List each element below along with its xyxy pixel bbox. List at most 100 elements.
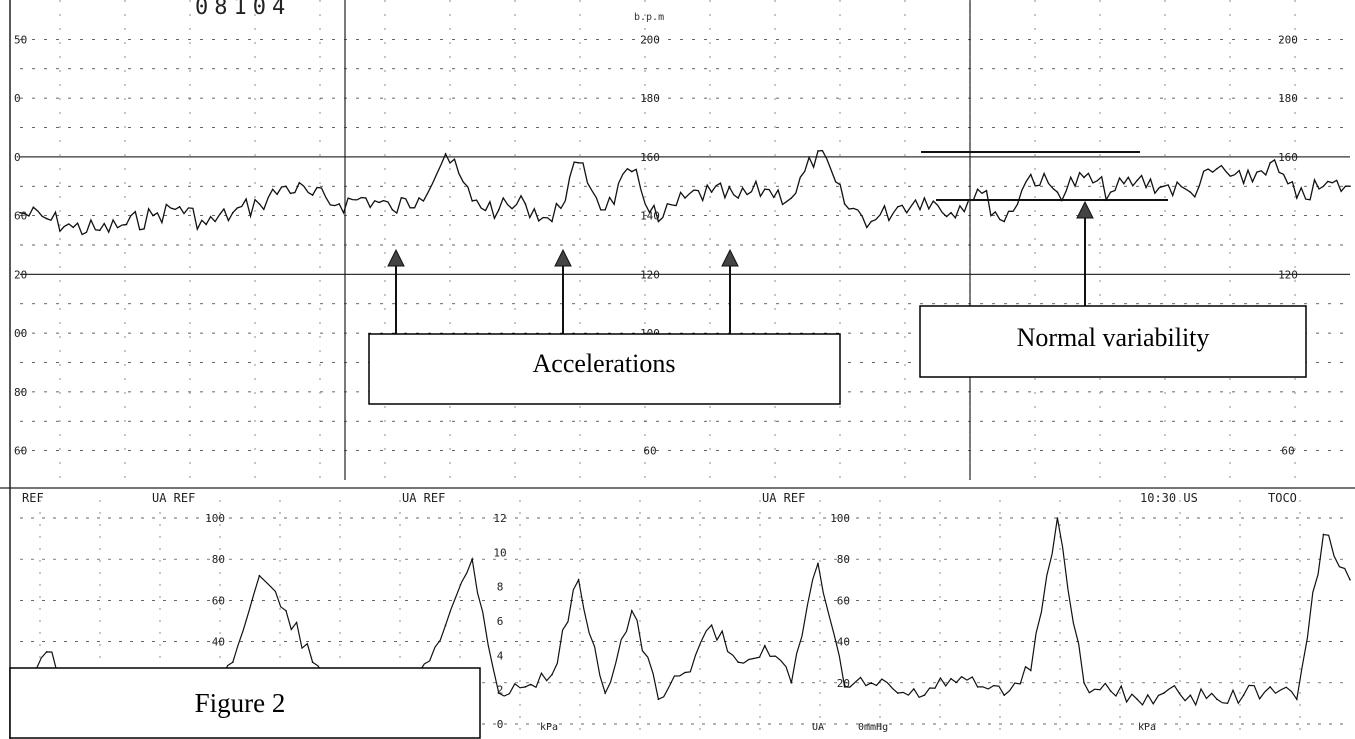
ua-tick-label: 40 xyxy=(837,636,850,649)
ua-data-point xyxy=(1083,682,1085,684)
fhr-data-point xyxy=(577,161,580,164)
fhr-data-point xyxy=(1030,173,1032,176)
ua-data-point xyxy=(1349,579,1351,581)
accelerations-label: Accelerations xyxy=(533,349,676,378)
ua-data-point xyxy=(684,671,686,674)
figure-caption: Figure 2 xyxy=(195,688,286,718)
fhr-data-point xyxy=(1136,179,1138,182)
accelerations-callout: Accelerations xyxy=(368,333,841,405)
fhr-data-point xyxy=(338,203,341,205)
fhr-left-tick-label: 60 xyxy=(14,210,27,223)
normal-variability-label: Normal variability xyxy=(1017,323,1210,352)
ua-kpa-tick-label: 4 xyxy=(497,649,504,662)
ua-data-point xyxy=(45,651,48,653)
ua-data-point xyxy=(950,677,952,680)
fhr-data-point xyxy=(923,197,926,199)
ua-data-point xyxy=(870,682,872,684)
fhr-data-point xyxy=(1322,185,1325,188)
ua-data-point xyxy=(897,692,899,694)
fhr-data-point xyxy=(1216,167,1218,170)
variability-band xyxy=(921,151,1168,201)
ua-header-labels: REF UA REF UA REF UA REF 10:30 US TOCO xyxy=(22,491,1297,505)
ua-data-point xyxy=(1216,698,1218,701)
ua-data-point xyxy=(1242,694,1245,696)
fhr-data-point xyxy=(99,229,101,232)
ua-data-point xyxy=(1056,517,1059,519)
ua-tick-label: 60 xyxy=(837,594,850,607)
ua-data-point xyxy=(1296,698,1298,701)
ua-header-label: UA REF xyxy=(762,491,805,505)
ua-header-label: 10:30 US xyxy=(1140,491,1198,505)
fhr-data-point xyxy=(444,153,447,155)
ua-data-point xyxy=(524,686,527,688)
ua-data-point xyxy=(1269,686,1271,688)
fhr-left-tick-label: 0 xyxy=(14,151,21,164)
acceleration-arrow xyxy=(554,248,572,334)
fhr-data-point xyxy=(684,197,686,199)
ua-kpa-tick-label: 6 xyxy=(497,615,504,628)
ua-data-point xyxy=(923,694,926,696)
ua-kpa-tick-label: 10 xyxy=(493,546,506,559)
fhr-tick-label: 120 xyxy=(640,268,660,281)
fhr-data-point xyxy=(178,206,181,208)
fhr-data-point xyxy=(604,208,606,211)
ua-header-label: UA REF xyxy=(152,491,195,505)
ua-data-point xyxy=(285,609,287,612)
ua-kpa-tick-label: 0 xyxy=(497,718,504,731)
fhr-data-point xyxy=(1003,220,1005,223)
ua-tick-label: 80 xyxy=(837,553,850,566)
ua-tick-label: 40 xyxy=(212,636,225,649)
ua-data-point xyxy=(710,624,713,626)
ua-data-point xyxy=(843,686,846,688)
ua-data-point xyxy=(498,692,500,694)
fhr-data-point xyxy=(631,170,633,173)
fhr-data-point xyxy=(710,191,713,193)
fhr-data-point xyxy=(498,208,500,211)
ua-data-point xyxy=(232,661,234,663)
ua-data-point xyxy=(1030,669,1032,672)
fhr-left-tick-label: 80 xyxy=(14,386,27,399)
fhr-tick-label: 200 xyxy=(640,33,660,46)
ua-tick-label: 60 xyxy=(212,594,225,607)
fhr-data-point xyxy=(764,188,766,190)
fhr-right-tick-label: 60 xyxy=(1281,445,1294,458)
ua-data-point xyxy=(1003,694,1005,696)
fhr-data-point xyxy=(843,203,846,205)
fhr-data-point xyxy=(1242,182,1245,185)
fhr-data-point xyxy=(870,220,872,223)
fhr-data-point xyxy=(657,220,660,223)
fhr-unit-label: b.p.m xyxy=(634,12,664,23)
fhr-data-point xyxy=(1269,161,1271,164)
ua-data-point xyxy=(471,558,474,560)
ua-unit-label: 0mmHg xyxy=(858,722,888,733)
ua-data-point xyxy=(817,562,819,565)
ua-data-point xyxy=(1163,692,1165,694)
fhr-data-point xyxy=(365,197,367,199)
fhr-data-point xyxy=(258,203,261,205)
ua-tick-label: 80 xyxy=(212,553,225,566)
ua-data-point xyxy=(976,686,979,688)
fhr-data-point xyxy=(1189,191,1192,193)
fhr-right-tick-label: 120 xyxy=(1278,268,1298,281)
ua-data-point xyxy=(631,609,633,612)
fhr-data-point xyxy=(45,217,48,220)
fhr-left-tick-label: 0 xyxy=(14,92,21,105)
ua-unit-label: kPa xyxy=(1138,722,1156,733)
ua-data-point xyxy=(790,682,793,684)
fhr-tick-label: 160 xyxy=(640,151,660,164)
fhr-trace xyxy=(19,149,1351,236)
ua-header-label: UA REF xyxy=(402,491,445,505)
fhr-data-point xyxy=(19,211,21,214)
fhr-right-tick-label: 160 xyxy=(1278,151,1298,164)
ua-kpa-tick-label: 8 xyxy=(497,581,504,594)
chart-header-fragment: 08104 xyxy=(195,0,291,20)
ua-data-point xyxy=(737,661,739,663)
fhr-tick-label: 180 xyxy=(640,92,660,105)
fhr-data-point xyxy=(311,194,314,196)
fhr-data-point xyxy=(285,185,287,188)
fhr-left-tick-label: 50 xyxy=(14,33,27,46)
fhr-data-point xyxy=(418,197,420,199)
fhr-data-point xyxy=(950,211,952,214)
ua-header-label: REF xyxy=(22,491,44,505)
